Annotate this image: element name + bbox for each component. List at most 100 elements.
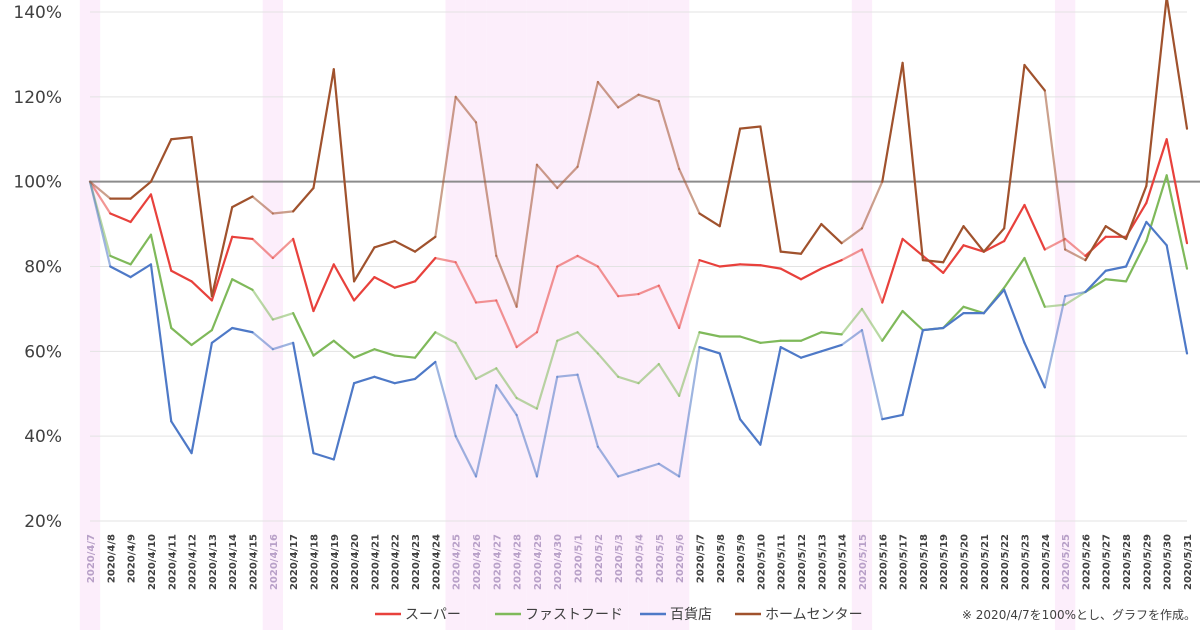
- x-tick-label: 2020/5/2: [594, 534, 605, 583]
- series-line-segment: [617, 469, 640, 478]
- x-tick-label: 2020/4/26: [472, 534, 483, 590]
- series-line-segment: [495, 367, 518, 400]
- series-line-segment: [820, 222, 843, 245]
- series-line-segment: [799, 350, 823, 359]
- series-line-segment: [860, 180, 884, 230]
- x-tick-label: 2020/5/25: [1061, 534, 1072, 590]
- series-line-segment: [332, 339, 356, 359]
- series-line-segment: [109, 212, 132, 224]
- series-line-segment: [352, 375, 376, 385]
- x-tick-label: 2020/5/29: [1142, 534, 1153, 590]
- series-line-segment: [393, 354, 417, 359]
- series-line-segment: [170, 269, 193, 283]
- series-line-segment: [901, 309, 925, 332]
- series-line-segment: [495, 254, 518, 308]
- series-line-segment: [698, 331, 721, 338]
- series-line-segment: [393, 239, 417, 253]
- series-line-segment: [738, 125, 762, 130]
- series-line-segment: [881, 309, 904, 342]
- y-tick-label: 60%: [24, 342, 62, 362]
- series-line-segment: [759, 264, 782, 270]
- series-line-segment: [820, 259, 843, 270]
- series-line-segment: [698, 259, 721, 268]
- x-tick-label: 2020/4/18: [309, 534, 320, 590]
- series-line-segment: [332, 68, 356, 283]
- x-tick-label: 2020/4/22: [391, 534, 402, 590]
- series-line-segment: [1084, 225, 1107, 262]
- series-line-segment: [820, 343, 843, 353]
- x-tick-label: 2020/5/4: [635, 534, 646, 583]
- series-line-segment: [251, 331, 274, 351]
- series-line-segment: [596, 80, 620, 109]
- series-line-segment: [271, 312, 295, 321]
- x-tick-label: 2020/5/17: [899, 534, 910, 590]
- highlight-band: [1054, 0, 1076, 630]
- x-tick-label: 2020/4/11: [167, 534, 178, 590]
- series-line-segment: [1023, 256, 1046, 308]
- series-line-segment: [1064, 248, 1087, 262]
- series-line-segment: [1003, 256, 1026, 289]
- series-line-segment: [434, 331, 457, 344]
- highlight-band: [608, 0, 629, 630]
- series-line-segment: [210, 206, 234, 298]
- series-line-segment: [881, 413, 904, 421]
- series-line-segment: [535, 265, 559, 334]
- series-line-segment: [678, 331, 701, 397]
- x-tick-label: 2020/5/28: [1122, 534, 1133, 590]
- highlight-band: [567, 0, 588, 630]
- x-tick-label: 2020/4/7: [86, 534, 97, 583]
- series-line-segment: [576, 254, 599, 268]
- series-line-segment: [231, 326, 254, 334]
- highlight-band: [262, 0, 283, 630]
- series-line-segment: [1104, 265, 1128, 272]
- series-line-segment: [860, 248, 884, 304]
- series-line-segment: [637, 93, 660, 103]
- series-line-segment: [149, 233, 173, 330]
- series-line-segment: [1003, 288, 1026, 344]
- series-line-segment: [332, 263, 356, 302]
- series-line-segment: [1165, 244, 1189, 355]
- series-line-segment: [1043, 237, 1067, 251]
- highlight-band: [851, 0, 873, 630]
- series-line-segment: [678, 259, 701, 330]
- series-line-segment: [454, 435, 478, 478]
- y-tick-label: 20%: [24, 512, 62, 532]
- x-tick-label: 2020/5/12: [797, 534, 808, 590]
- series-line-segment: [413, 360, 437, 381]
- series-line-segment: [556, 165, 579, 190]
- series-line-segment: [271, 210, 295, 215]
- series-line-segment: [576, 80, 599, 168]
- series-line-segment: [454, 261, 478, 304]
- series-line-segment: [1064, 290, 1087, 298]
- series-line-segment: [738, 335, 762, 344]
- series-line-segment: [88, 180, 112, 215]
- x-tick-label: 2020/5/16: [878, 534, 889, 590]
- series-line-segment: [109, 265, 132, 279]
- series-line-segment: [373, 276, 396, 289]
- series-line-segment: [1023, 63, 1046, 92]
- x-tick-label: 2020/5/5: [655, 534, 666, 583]
- series-line-segment: [617, 375, 640, 385]
- series-line-segment: [535, 163, 559, 190]
- series-line-segment: [170, 326, 193, 347]
- series-line-segment: [942, 244, 965, 274]
- x-tick-label: 2020/4/29: [533, 534, 544, 590]
- series-line-segment: [474, 299, 498, 304]
- series-line-segment: [942, 312, 965, 330]
- series-line-segment: [962, 225, 985, 253]
- series-line-segment: [799, 222, 823, 255]
- series-line-segment: [982, 239, 1006, 253]
- series-line-segment: [1145, 174, 1168, 243]
- series-line-segment: [576, 331, 599, 355]
- x-tick-label: 2020/4/24: [431, 534, 442, 590]
- series-line-segment: [373, 375, 396, 385]
- series-line-segment: [312, 339, 335, 357]
- series-line-segment: [352, 276, 376, 302]
- series-line-segment: [1023, 341, 1046, 389]
- series-line-segment: [1084, 269, 1107, 294]
- series-line-segment: [881, 61, 904, 183]
- series-line-segment: [1124, 184, 1148, 241]
- series-line-segment: [515, 163, 539, 308]
- highlight-band: [506, 0, 527, 630]
